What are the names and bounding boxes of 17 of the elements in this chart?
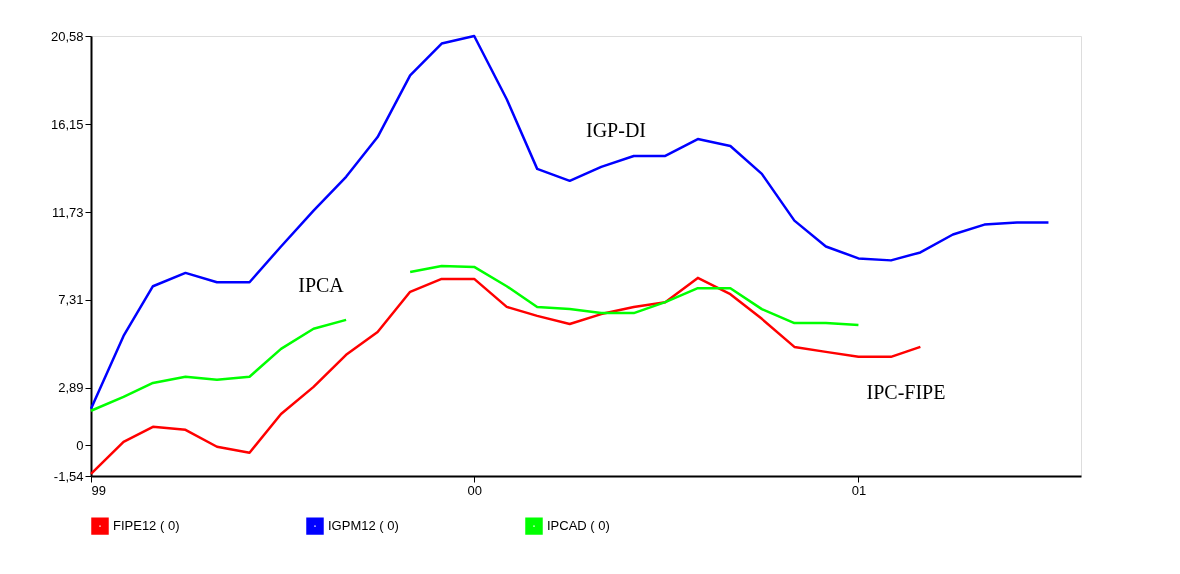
x-tick-label: 01 <box>851 482 867 498</box>
line-series <box>89 34 1050 411</box>
annotation: IPC-FIPE <box>866 381 946 403</box>
y-tick-label: 11,73 <box>51 204 84 220</box>
annotation: IPCA <box>298 274 345 296</box>
x-tick-label: 00 <box>467 482 482 498</box>
annotation: IGP-DI <box>586 119 646 141</box>
y-tick-label: 20,58 <box>50 28 84 44</box>
legend-label: IGPM12 ( 0) <box>328 518 399 534</box>
y-tick-label: 2,89 <box>58 380 84 396</box>
y-tick-label: 0 <box>76 437 84 453</box>
y-tick-label: -1,54 <box>53 468 84 484</box>
y-tick-label: 16,15 <box>50 116 84 132</box>
legend-label: FIPE12 ( 0) <box>113 518 180 534</box>
legend-label: IPCAD ( 0) <box>547 518 610 534</box>
y-tick-label: 7,31 <box>58 292 84 308</box>
x-tick-label: 99 <box>91 482 106 498</box>
